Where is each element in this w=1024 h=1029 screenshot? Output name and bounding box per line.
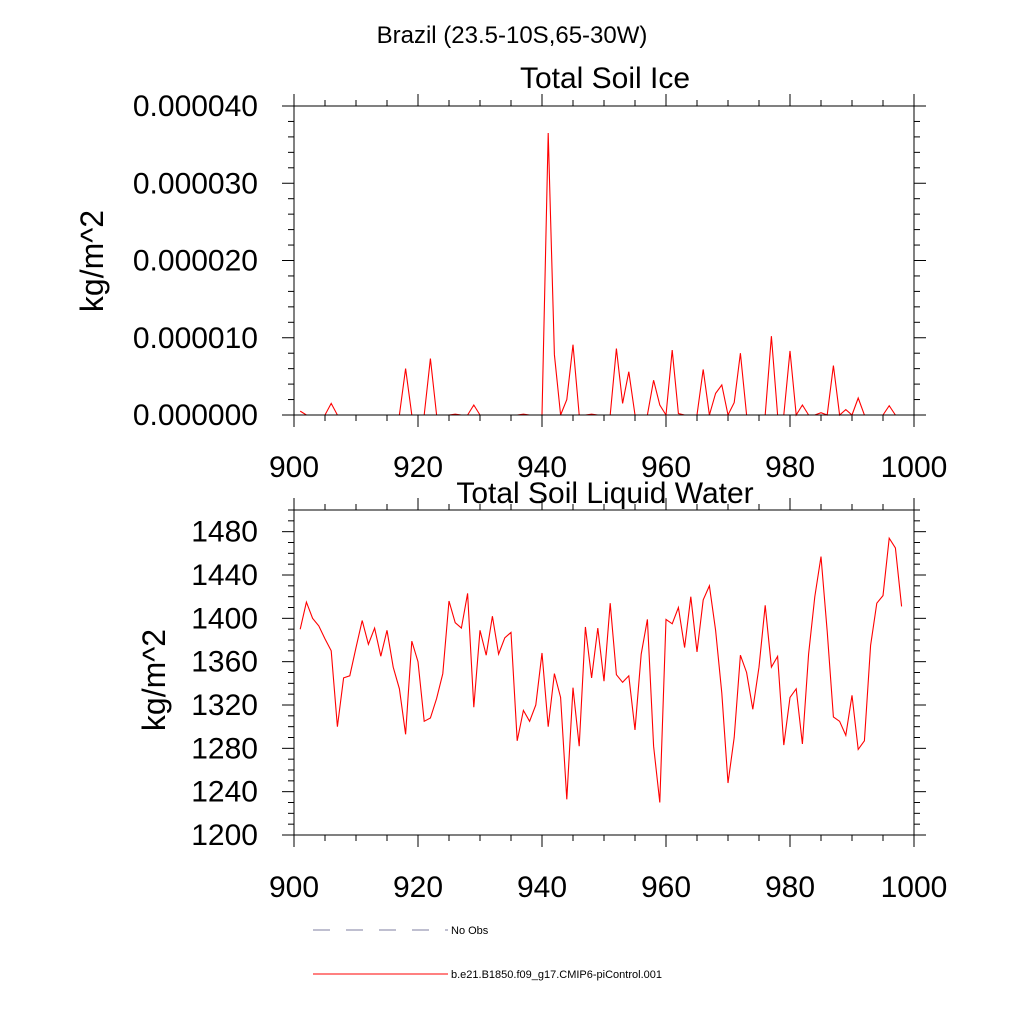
x-tick-label: 960 [641,451,691,484]
y-axis-label: kg/m^2 [74,210,110,312]
x-tick-label: 920 [393,451,443,484]
tick-labels: 900 920 940 960 980 1000 0.000000 0.000010 0.000… [133,90,948,484]
x-tick-label: 960 [641,871,691,904]
y-tick-label: 1480 [191,516,258,549]
y-tick-label: 0.000010 [133,322,258,355]
plot-frame [293,509,915,836]
y-tick-label: 1440 [191,559,258,592]
x-tick-label: 980 [765,871,815,904]
x-tick-label: 1000 [881,871,948,904]
y-tick-label: 0.000030 [133,167,258,200]
x-tick-label: 920 [393,871,443,904]
axis-ticks [282,498,926,847]
y-tick-label: 0.000040 [133,90,258,123]
chart-title: Total Soil Liquid Water [456,477,753,510]
chart-title: Total Soil Ice [520,62,690,95]
x-tick-label: 900 [269,871,319,904]
chart-soil-ice: Total Soil Ice kg/m^2 900 920 940 960 980 100… [74,62,947,484]
y-tick-label: 1320 [191,689,258,722]
y-tick-label: 1400 [191,602,258,635]
legend-label-no-obs: No Obs [451,925,489,937]
x-tick-label: 900 [269,451,319,484]
y-tick-label: 1200 [191,819,258,852]
y-tick-label: 0.000020 [133,245,258,278]
series-group [299,536,903,803]
legend: No Obs b.e21.B1850.f09_g17.CMIP6-piContr… [313,925,662,981]
y-tick-label: 1280 [191,732,258,765]
x-tick-label: 940 [517,451,567,484]
y-tick-label: 1240 [191,776,258,809]
y-tick-label: 1360 [191,646,258,679]
x-tick-label: 940 [517,871,567,904]
series-group [299,132,896,417]
axis-ticks [282,94,926,427]
figure-title: Brazil (23.5-10S,65-30W) [377,22,648,49]
chart-soil-liquid-water: Total Soil Liquid Water kg/m^2 900 920 940… [136,477,947,904]
tick-labels: 900 920 940 960 980 1000 1200 1240 1280 1320 1360 1… [191,516,947,904]
x-tick-label: 1000 [881,451,948,484]
y-tick-label: 0.000000 [133,399,258,432]
series-line [299,132,896,417]
plot-frame [293,105,915,416]
y-axis-label: kg/m^2 [136,629,172,731]
series-line [299,536,903,803]
legend-label-model: b.e21.B1850.f09_g17.CMIP6-piControl.001 [451,969,662,981]
x-tick-label: 980 [765,451,815,484]
